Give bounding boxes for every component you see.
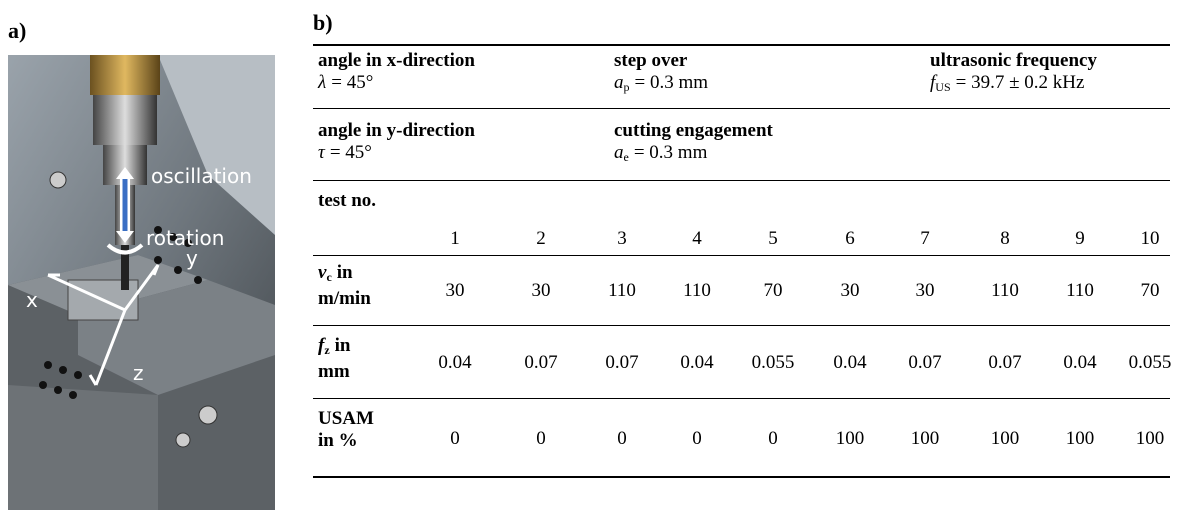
cell: 0.07 bbox=[524, 352, 557, 374]
cell: 0.04 bbox=[680, 352, 713, 374]
cell: 30 bbox=[446, 280, 465, 302]
subscript: US bbox=[935, 80, 950, 94]
cell: 0.055 bbox=[1129, 352, 1172, 374]
cell: 0 bbox=[768, 428, 778, 450]
cell: 0.04 bbox=[438, 352, 471, 374]
cell: 100 bbox=[1136, 428, 1165, 450]
cell: 100 bbox=[991, 428, 1020, 450]
row-label-line: test no. bbox=[318, 190, 376, 212]
cell: 110 bbox=[1066, 280, 1094, 302]
photo: oscillation rotation x y z bbox=[8, 55, 275, 510]
cell: 5 bbox=[768, 228, 778, 250]
cell: 1 bbox=[450, 228, 460, 250]
table-rule bbox=[313, 108, 1170, 109]
cell: 0 bbox=[536, 428, 546, 450]
parameter-value: fUS= 39.7 ± 0.2 kHz bbox=[930, 72, 1097, 98]
cell: 0.04 bbox=[833, 352, 866, 374]
subscript: c bbox=[326, 270, 331, 284]
cell: 6 bbox=[845, 228, 855, 250]
row-label-text: USAM bbox=[318, 408, 374, 429]
parameter-value: ae = 0.3 mm bbox=[614, 142, 773, 168]
parameter-value: λ= 45° bbox=[318, 72, 475, 94]
value: = 0.3 mm bbox=[634, 142, 708, 163]
subscript: p bbox=[624, 80, 630, 94]
row-label: test no. bbox=[318, 190, 376, 212]
panel-label: b) bbox=[313, 10, 333, 36]
table-rule bbox=[313, 325, 1170, 326]
cell: 10 bbox=[1141, 228, 1160, 250]
cell: 0 bbox=[692, 428, 702, 450]
subscript: z bbox=[324, 343, 329, 357]
cell: 9 bbox=[1075, 228, 1085, 250]
cell: 0 bbox=[617, 428, 627, 450]
cell: 30 bbox=[532, 280, 551, 302]
symbol: λ bbox=[318, 72, 326, 93]
cell: 30 bbox=[916, 280, 935, 302]
cell: 0.07 bbox=[605, 352, 638, 374]
photo-label: z bbox=[133, 361, 144, 385]
value: = 39.7 ± 0.2 kHz bbox=[956, 72, 1085, 93]
cell: 0.07 bbox=[988, 352, 1021, 374]
parameter-value: τ= 45° bbox=[318, 142, 475, 164]
table-rule bbox=[313, 398, 1170, 399]
cell: 70 bbox=[1141, 280, 1160, 302]
cell: 7 bbox=[920, 228, 930, 250]
cell: 3 bbox=[617, 228, 627, 250]
parameter-name: step over bbox=[614, 50, 708, 72]
symbol: a bbox=[614, 142, 624, 163]
table-rule bbox=[313, 180, 1170, 181]
cell: 0.07 bbox=[908, 352, 941, 374]
value: = 45° bbox=[331, 72, 373, 93]
figure: a) b) oscillatio bbox=[0, 0, 1180, 510]
cell: 2 bbox=[536, 228, 546, 250]
parameter-name: cutting engagement bbox=[614, 120, 773, 142]
table-rule bbox=[313, 255, 1170, 256]
table-rule bbox=[313, 476, 1170, 478]
cell: 8 bbox=[1000, 228, 1010, 250]
cell: 100 bbox=[836, 428, 865, 450]
cell: 30 bbox=[841, 280, 860, 302]
value: = 45° bbox=[330, 142, 372, 163]
value: = 0.3 mm bbox=[635, 72, 709, 93]
cell: 100 bbox=[1066, 428, 1095, 450]
row-label-line: USAM bbox=[318, 408, 374, 430]
row-label-text: in bbox=[335, 335, 351, 356]
row-label-line: mm bbox=[318, 361, 351, 383]
row-label-line: m/min bbox=[318, 288, 371, 310]
cell: 110 bbox=[683, 280, 711, 302]
photo-label: y bbox=[186, 246, 198, 270]
cell: 100 bbox=[911, 428, 940, 450]
parameter-name: angle in y-direction bbox=[318, 120, 475, 142]
subscript: e bbox=[624, 150, 629, 164]
panel-label: a) bbox=[8, 18, 26, 44]
cell: 0 bbox=[450, 428, 460, 450]
cell: 0.04 bbox=[1063, 352, 1096, 374]
photo-label: oscillation bbox=[151, 164, 252, 188]
row-label-line: in % bbox=[318, 430, 374, 452]
symbol: τ bbox=[318, 142, 325, 163]
row-label-text: test no. bbox=[318, 190, 376, 211]
cell: 110 bbox=[608, 280, 636, 302]
cell: 0.055 bbox=[752, 352, 795, 374]
cell: 70 bbox=[764, 280, 783, 302]
parameter-name: angle in x-direction bbox=[318, 50, 475, 72]
cell: 4 bbox=[692, 228, 702, 250]
row-label-text: in bbox=[337, 262, 353, 283]
parameter-value: ap = 0.3 mm bbox=[614, 72, 708, 98]
table-rule bbox=[313, 44, 1170, 46]
cell: 110 bbox=[991, 280, 1019, 302]
photo-label: x bbox=[26, 288, 38, 312]
symbol: a bbox=[614, 72, 624, 93]
parameter-name: ultrasonic frequency bbox=[930, 50, 1097, 72]
